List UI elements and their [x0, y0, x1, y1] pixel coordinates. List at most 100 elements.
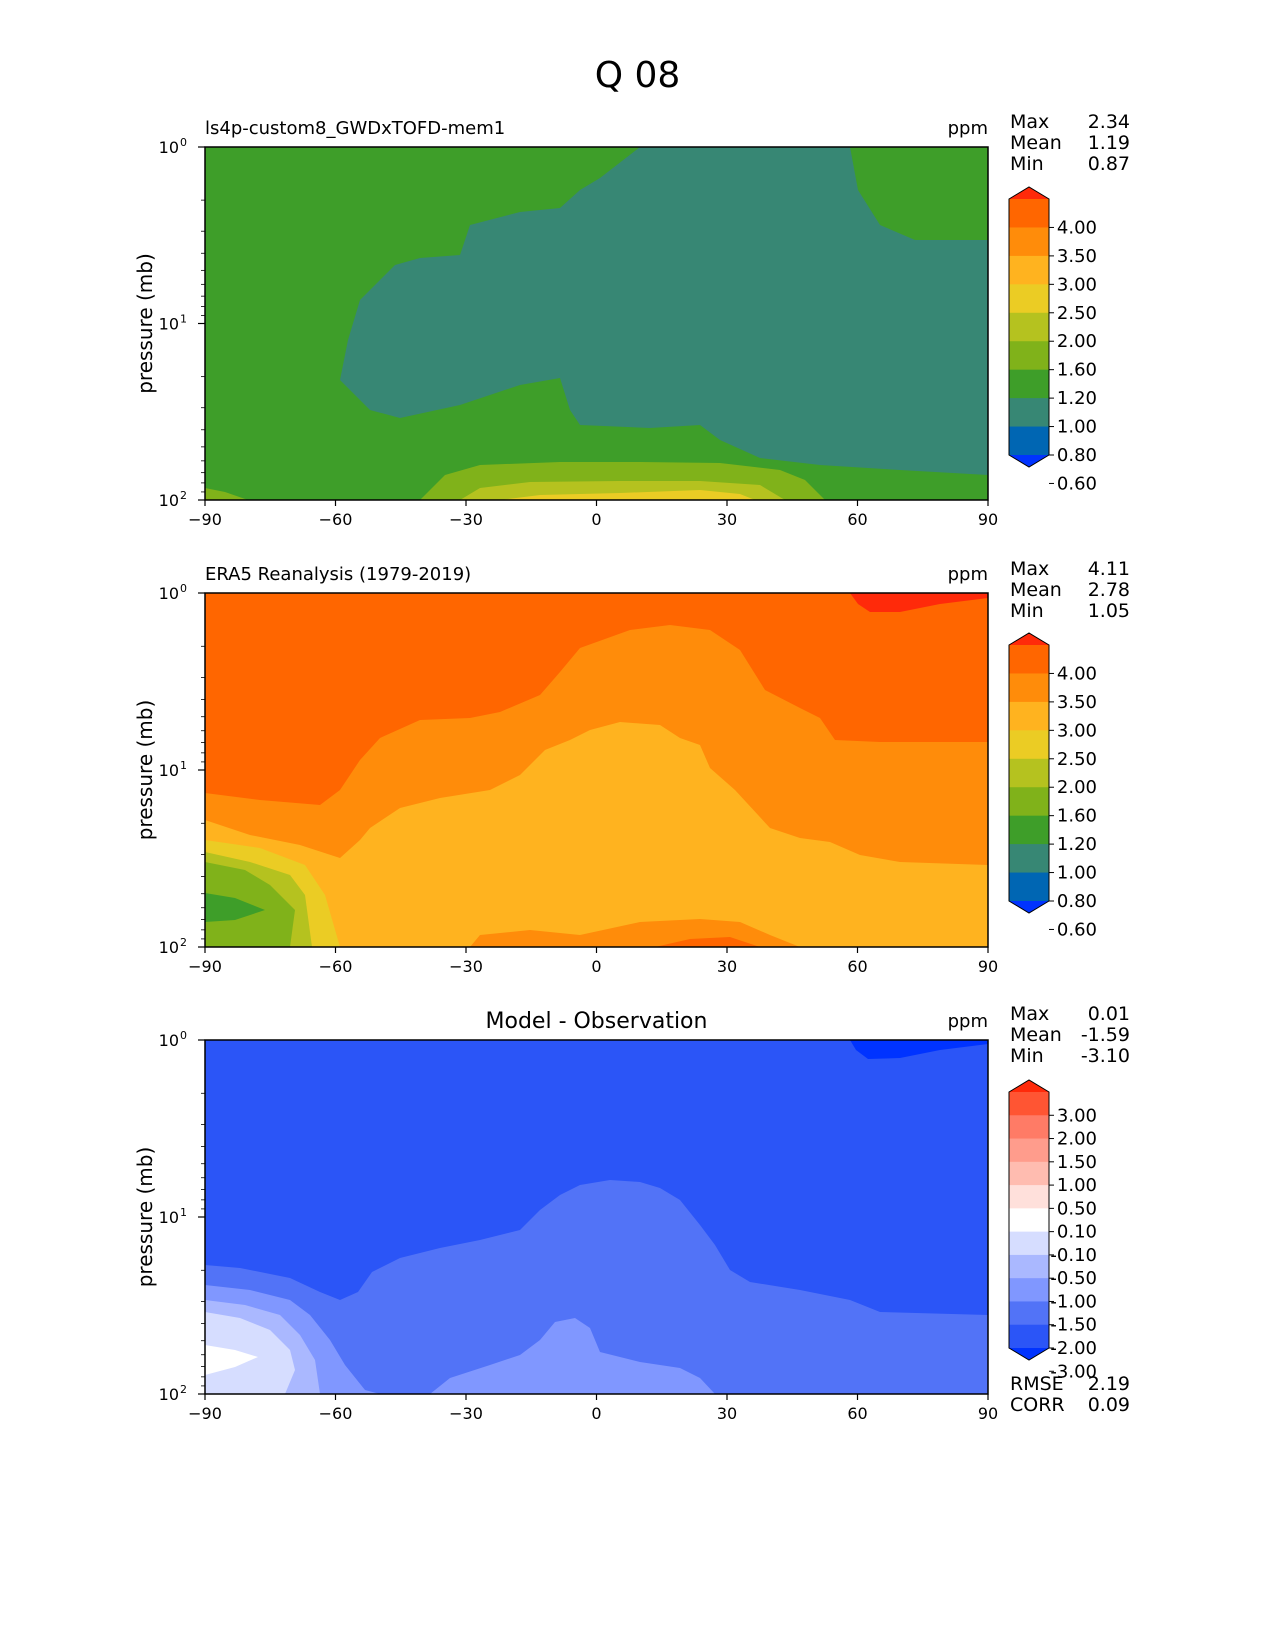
region-amber	[205, 722, 988, 947]
y-tick-exponent: 1	[180, 1206, 187, 1219]
x-tick-label: −30	[449, 957, 483, 976]
units-label: ppm	[948, 1011, 988, 1032]
x-tick-label: −30	[449, 1404, 483, 1423]
colorbar: 4.00 3.50 3.00 2.50 2.00 1.60 1.20 1.00 0.80 0.60	[1008, 632, 1097, 940]
y-tick-label: 10	[159, 584, 179, 603]
colorbar-swatch	[1009, 1115, 1049, 1140]
x-tick-label: −60	[319, 510, 353, 529]
colorbar-swatch	[1009, 1278, 1049, 1302]
colorbar-tick-label: 3.50	[1057, 246, 1097, 267]
x-tick-label: 60	[847, 957, 867, 976]
colorbar-tick-label: 1.20	[1057, 388, 1097, 409]
units-label: ppm	[948, 564, 988, 585]
region-yellow	[500, 490, 755, 500]
colorbar-tick-label: -3.00	[1050, 1361, 1097, 1382]
y-tick-label: 10	[159, 315, 179, 334]
y-tick-exponent: 0	[180, 582, 187, 595]
colorbar-extend-bottom	[1009, 901, 1049, 913]
stat-value: -3.10	[1081, 1045, 1130, 1067]
region-red	[850, 593, 988, 612]
y-axis-label: pressure (mb)	[133, 700, 157, 841]
colorbar-tick-label: 4.00	[1057, 217, 1097, 238]
stat-value: 1.05	[1088, 600, 1130, 622]
region-lightgreen-corner	[205, 488, 248, 500]
x-tick-label: −30	[449, 510, 483, 529]
colorbar-tick-label: 1.00	[1057, 417, 1097, 438]
x-tick-label: 0	[591, 510, 601, 529]
colorbar-swatch	[1009, 844, 1049, 874]
colorbar-extend-bottom	[1009, 1348, 1049, 1360]
colorbar-tick-label: 3.00	[1057, 1105, 1097, 1126]
contour-field-obs	[205, 593, 988, 947]
colorbar-extend-top	[1009, 187, 1049, 199]
region-white	[205, 1345, 258, 1375]
colorbar-swatch	[1009, 730, 1049, 760]
colorbar-swatch	[1009, 369, 1049, 399]
colorbar-swatch	[1009, 872, 1049, 902]
colorbar-swatch	[1009, 1092, 1049, 1116]
y-tick-exponent: 0	[180, 1029, 187, 1042]
x-tick-label: 0	[591, 1404, 601, 1423]
colorbar-tick-label: -1.00	[1050, 1291, 1097, 1312]
colorbar-tick-label: 0.60	[1057, 919, 1097, 940]
colorbar-tick-label: 0.10	[1057, 1222, 1097, 1243]
stat-label: Max	[1010, 558, 1049, 580]
y-tick-label: 10	[159, 138, 179, 157]
stat-label: Max	[1010, 1003, 1049, 1025]
colorbar: 3.00 2.001.501.000.50 0.10-0.10-0.50-1.00 -…	[1008, 1079, 1097, 1382]
colorbar-extend-top	[1009, 1080, 1049, 1092]
colorbar-tick-label: 2.00	[1057, 331, 1097, 352]
y-tick-label: 10	[159, 491, 179, 510]
colorbar-swatch	[1009, 758, 1049, 788]
colorbar-tick-label: 2.50	[1057, 303, 1097, 324]
colorbar-tick-label: -0.50	[1050, 1268, 1097, 1289]
stat-label: Mean	[1010, 579, 1062, 601]
colorbar-swatch	[1009, 673, 1049, 703]
colorbar-swatch	[1009, 645, 1049, 674]
y-tick-exponent: 2	[180, 489, 187, 502]
colorbar-swatch	[1009, 1208, 1049, 1233]
panel-diff	[204, 1039, 989, 1395]
colorbar-swatch	[1009, 398, 1049, 428]
stat-value: 2.34	[1088, 111, 1130, 133]
stat-label: Min	[1010, 153, 1044, 175]
y-tick-label: 10	[159, 1031, 179, 1050]
stat-value: 1.19	[1088, 132, 1130, 154]
x-tick-label: 90	[978, 510, 998, 529]
colorbar-tick-label: 1.00	[1057, 863, 1097, 884]
x-tick-label: 90	[978, 957, 998, 976]
colorbar-swatch	[1009, 1138, 1049, 1163]
stat-value: 0.87	[1088, 153, 1130, 175]
colorbar-tick-label: 0.80	[1057, 891, 1097, 912]
colorbar-tick-label: -1.50	[1050, 1315, 1097, 1336]
x-tick-label: −90	[188, 510, 222, 529]
x-tick-label: −90	[188, 957, 222, 976]
units-label: ppm	[948, 118, 988, 139]
x-tick-label: −90	[188, 1404, 222, 1423]
y-tick-label: 10	[159, 1208, 179, 1227]
panel-model	[204, 146, 989, 501]
colorbar-swatch	[1009, 199, 1049, 228]
colorbar-tick-label: 1.60	[1057, 806, 1097, 827]
figure-title: Q 08	[594, 55, 681, 96]
colorbar-swatch	[1009, 227, 1049, 257]
stat-value: 0.01	[1088, 1003, 1130, 1025]
colorbar-tick-label: 1.20	[1057, 834, 1097, 855]
stat-label: Mean	[1010, 132, 1062, 154]
colorbar-swatch	[1009, 815, 1049, 845]
footer-stat-label: RMSE	[1010, 1373, 1064, 1395]
region-blue-1to1.5	[205, 1285, 715, 1394]
colorbar-tick-label: 3.00	[1057, 274, 1097, 295]
colorbar-tick-label: 2.50	[1057, 749, 1097, 770]
y-tick-exponent: 2	[180, 1383, 187, 1396]
colorbar-swatch	[1009, 1231, 1049, 1256]
region-green	[205, 893, 265, 922]
panel-obs	[204, 592, 989, 948]
y-axis-label: pressure (mb)	[133, 253, 157, 394]
y-tick-exponent: 0	[180, 136, 187, 149]
stat-value: 2.78	[1088, 579, 1130, 601]
x-tick-label: −60	[319, 957, 353, 976]
y-tick-label: 10	[159, 761, 179, 780]
colorbar-tick-label: 3.50	[1057, 692, 1097, 713]
colorbar-swatch	[1009, 787, 1049, 817]
